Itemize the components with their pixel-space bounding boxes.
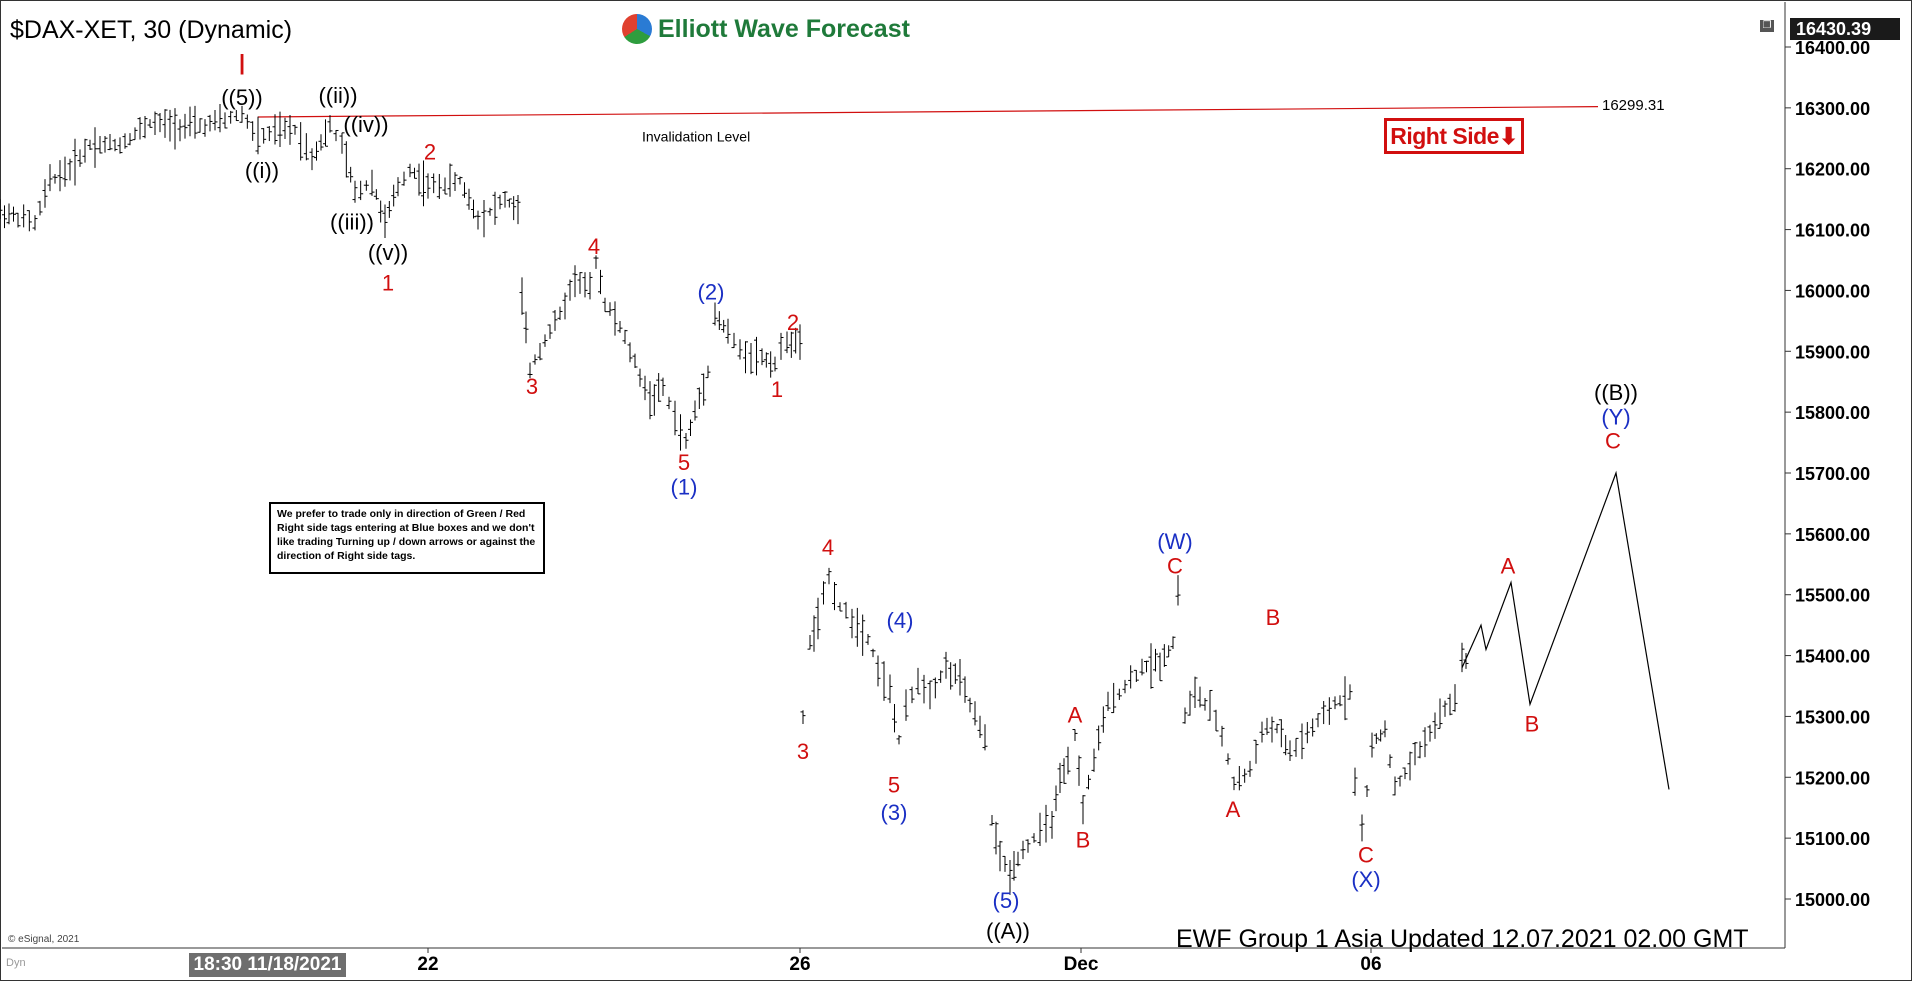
wave-label: (W) [1157,529,1192,554]
wave-label: (1) [671,474,698,499]
wave-label: 3 [526,374,538,399]
wave-label: (5) [993,888,1020,913]
price-tick-label: 16400.00 [1795,38,1870,58]
wave-label: A [1226,797,1241,822]
invalidation-label: Invalidation Level [642,128,750,144]
wave-label: ((iv)) [343,112,388,137]
price-tick-label: 15800.00 [1795,403,1870,423]
brand-logo-icon [622,14,652,44]
wave-label: ((iii)) [330,210,374,235]
wave-label: 4 [588,234,600,259]
wave-label: 3 [797,739,809,764]
wave-label: 4 [822,535,834,560]
right-side-tag: Right Side⬇ [1384,118,1524,154]
invalidation-level: Invalidation Level 16299.31 [257,97,1665,144]
time-axis: 22 26 Dec 06 [417,948,1382,975]
invalidation-value: 16299.31 [1602,97,1665,114]
wave-label: 5 [678,450,690,475]
wave-label: (2) [698,280,725,305]
projection-path [1461,470,1670,790]
price-axis: 16400.00 16300.00 16200.00 16100.00 16000.00… [2,2,1870,949]
wave-label: B [1076,827,1091,852]
wave-label: 5 [888,773,900,798]
wave-label: (4) [887,608,914,633]
price-tick-label: 16100.00 [1795,221,1870,241]
price-tick-label: 15900.00 [1795,342,1870,362]
wave-labels: I ((5)) ((i)) ((ii)) ((iv)) ((iii)) ((v)) 1 2 3 4 5… [221,48,1638,943]
wave-label: 2 [787,310,799,335]
wave-label: ((5)) [221,85,263,110]
brand-name: Elliott Wave Forecast [658,14,910,43]
invalidation-line [257,106,1599,118]
wave-label: ((i)) [245,158,279,183]
wave-label: ((v)) [368,240,408,265]
price-tick-label: 15700.00 [1795,464,1870,484]
projection-line [1461,470,1670,790]
brand-logo: Elliott Wave Forecast [622,12,910,46]
copyright-text: © eSignal, 2021 [8,934,80,945]
current-price-badge: 16430.39 [1790,18,1900,40]
wave-label: 1 [771,377,783,402]
wave-label: ((A)) [986,919,1030,944]
price-tick-label: 16200.00 [1795,160,1870,180]
wave-label: B [1266,605,1281,630]
price-tick-label: 15100.00 [1795,829,1870,849]
wave-label: 2 [424,140,436,165]
price-tick-label: 15500.00 [1795,586,1870,606]
price-tick-label: 15000.00 [1795,890,1870,910]
wave-label: ((ii)) [318,83,357,108]
symbol-title: $DAX-XET, 30 (Dynamic) [10,16,293,44]
wave-label: I [238,48,246,81]
price-bars [0,104,1469,895]
time-tick-label: 26 [789,954,810,975]
trading-note: We prefer to trade only in direction of … [269,502,545,574]
wave-label: (Y) [1601,404,1630,429]
price-tick-label: 16000.00 [1795,281,1870,301]
wave-label: B [1525,712,1540,737]
wave-label: C [1358,842,1374,867]
time-tick-label: 06 [1360,954,1381,975]
price-tick-label: 15200.00 [1795,768,1870,788]
cursor-date-badge: 18:30 11/18/2021 [189,953,346,977]
price-tick-label: 15400.00 [1795,647,1870,667]
wave-label: 1 [382,270,394,295]
time-tick-label: 22 [417,954,438,975]
wave-label: (3) [881,800,908,825]
mode-indicator: Dyn [6,957,26,969]
wave-label: ((B)) [1594,380,1638,405]
window-restore-icon[interactable]: ❐ [1760,20,1774,32]
wave-label: A [1068,703,1083,728]
time-tick-label: Dec [1064,954,1099,975]
price-tick-label: 16300.00 [1795,99,1870,119]
price-tick-label: 15600.00 [1795,525,1870,545]
update-timestamp: EWF Group 1 Asia Updated 12.07.2021 02.0… [1176,925,1749,953]
wave-label: (X) [1351,867,1380,892]
wave-label: C [1167,553,1183,578]
wave-label: A [1501,553,1516,578]
wave-label: C [1605,429,1621,454]
price-tick-label: 15300.00 [1795,707,1870,727]
